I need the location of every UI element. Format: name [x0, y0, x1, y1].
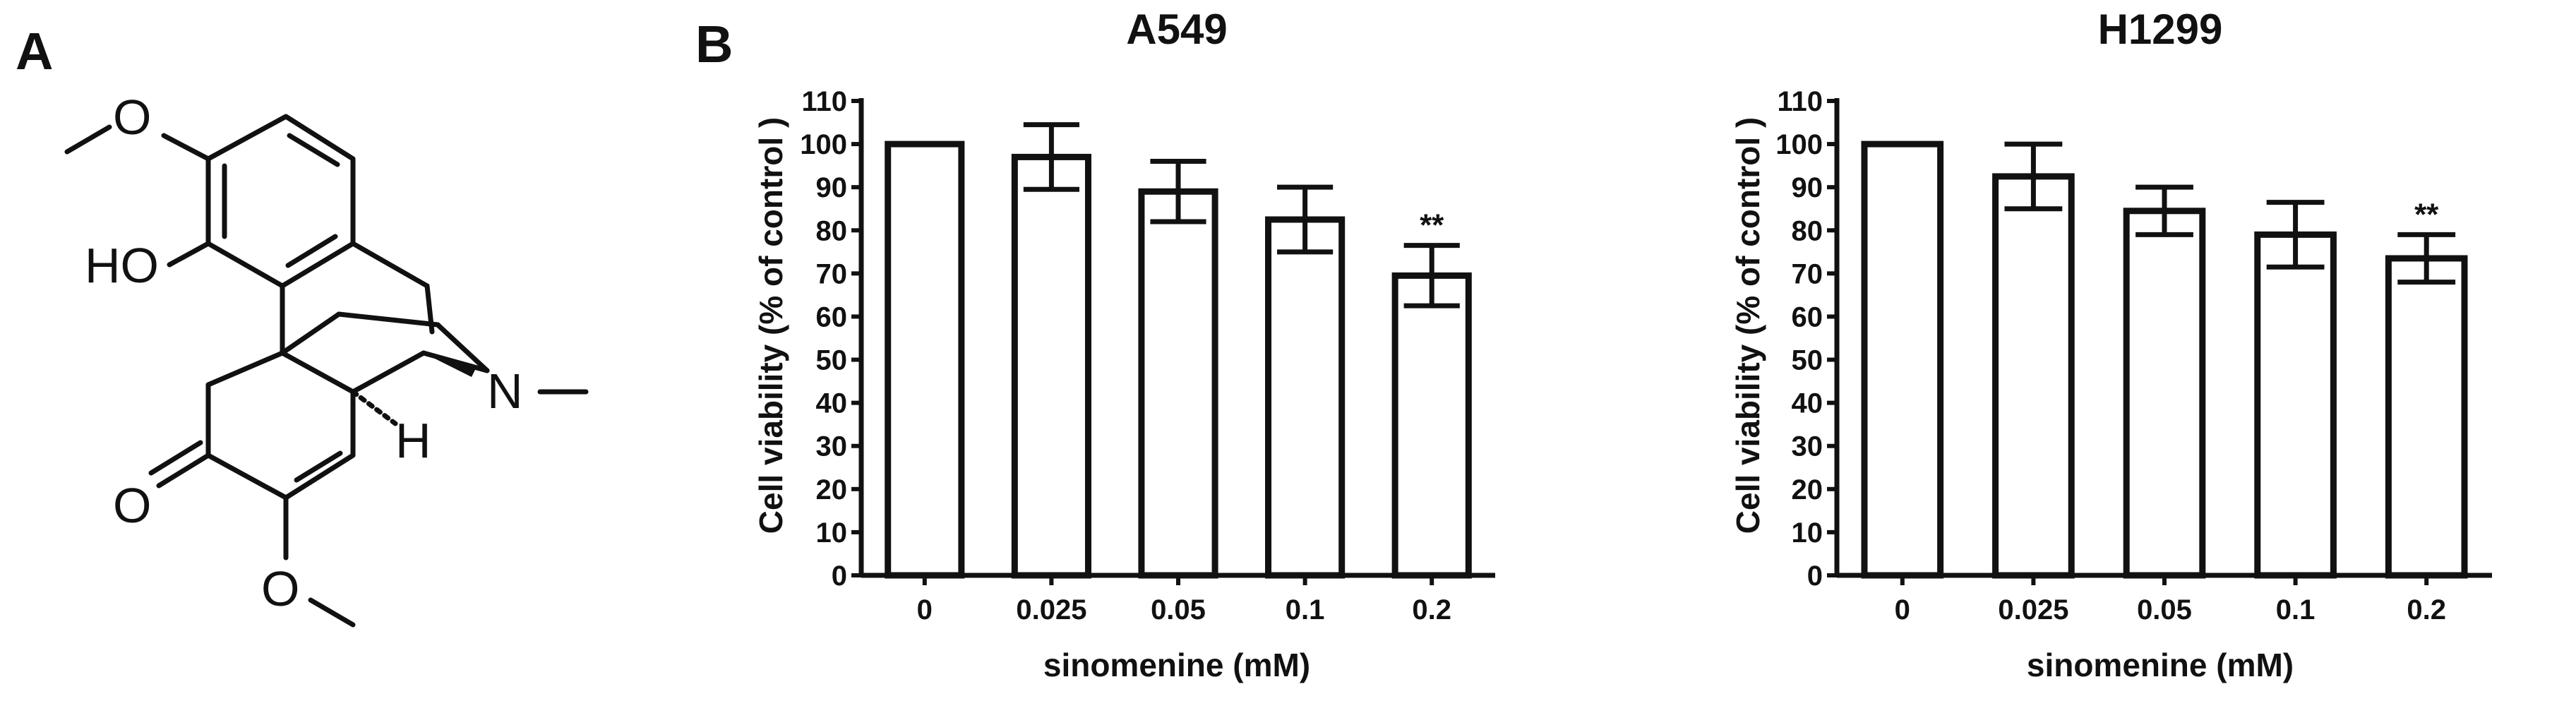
aromatic-double-bond-1 — [287, 133, 340, 167]
x-tick-label: 0.025 — [1998, 594, 2068, 625]
ethano-bridge-2 — [336, 311, 441, 328]
benzylic-ch2-bond-1 — [350, 241, 430, 289]
x-tick-label: 0.025 — [1016, 594, 1086, 625]
y-tick-label: 110 — [801, 86, 847, 117]
y-tick-label: 30 — [1792, 431, 1823, 462]
methoxy-top-bond-1 — [161, 133, 211, 162]
y-tick-label: 40 — [1792, 388, 1823, 419]
atom-h: H — [395, 413, 431, 468]
ethano-bridge-3 — [435, 322, 490, 373]
significance-annotation: ** — [1420, 208, 1444, 243]
plot-area: 0 10 20 30 40 50 60 70 80 90 100 110 0 0.025 0.05 0.1 0.… — [1775, 86, 2492, 625]
y-tick-label: 70 — [1792, 258, 1823, 289]
y-tick-label: 50 — [816, 345, 848, 376]
methoxy-bottom-bond-2 — [308, 597, 356, 628]
panel-letter-a: A — [16, 22, 53, 80]
chart-title: A549 — [1126, 6, 1227, 53]
y-tick-label: 110 — [1777, 86, 1823, 117]
x-tick-label: 0 — [1895, 594, 1910, 625]
ring-junction-bond — [350, 350, 426, 395]
y-tick-label: 80 — [816, 215, 848, 246]
chart-h1299: H1299 Cell viability (% of control ) sin… — [1730, 6, 2492, 683]
y-tick-label: 20 — [1792, 474, 1823, 505]
bar — [1861, 140, 1944, 579]
y-tick-label: 0 — [1807, 561, 1823, 592]
y-axis-label: Cell viability (% of control ) — [753, 117, 789, 534]
y-tick-label: 80 — [1792, 215, 1823, 246]
atom-o-ketone: O — [113, 478, 151, 533]
y-tick-label: 40 — [816, 388, 848, 419]
y-axis-label: Cell viability (% of control ) — [1730, 117, 1766, 534]
bar — [2254, 231, 2337, 579]
y-tick-label: 50 — [1792, 345, 1823, 376]
stereo-wedge-n — [424, 353, 477, 377]
bar — [2123, 208, 2206, 579]
bar — [1011, 153, 1091, 579]
ketone-double-bond-2 — [148, 440, 203, 476]
x-tick-label: 0 — [917, 594, 933, 625]
bar — [885, 140, 965, 579]
y-tick-label: 10 — [1792, 517, 1823, 549]
atom-o-methoxy-top: O — [113, 90, 151, 145]
x-tick-label: 0.05 — [2137, 594, 2192, 625]
x-axis-label: sinomenine (mM) — [2027, 647, 2294, 683]
atom-n: N — [487, 364, 523, 419]
y-tick-label: 60 — [1792, 301, 1823, 332]
stereo-hash-h — [350, 389, 398, 426]
atom-ho: HO — [85, 238, 159, 293]
x-tick-label: 0.1 — [2276, 594, 2316, 625]
y-tick-label: 10 — [816, 517, 848, 549]
y-tick-label: 100 — [1775, 129, 1823, 160]
x-tick-label: 0.1 — [1286, 594, 1325, 625]
aromatic-double-bond-2 — [285, 234, 338, 268]
chart-a549: A549 Cell viability (% of control ) sino… — [753, 6, 1495, 683]
hydroxyl-bond — [167, 241, 211, 268]
aromatic-ring-bonds — [205, 114, 356, 289]
ethano-bridge-1 — [280, 311, 342, 356]
y-tick-label: 0 — [832, 561, 847, 592]
x-tick-label: 0.2 — [1412, 594, 1451, 625]
bar — [1265, 216, 1346, 579]
atom-o-methoxy-bottom: O — [261, 561, 299, 616]
significance-annotation: ** — [2414, 197, 2439, 232]
sinomenine-structure: O HO N H O O — [64, 90, 589, 628]
x-tick-label: 0.2 — [2407, 594, 2446, 625]
y-tick-label: 90 — [816, 172, 848, 203]
y-tick-label: 70 — [816, 258, 848, 289]
x-tick-label: 0.05 — [1151, 594, 1206, 625]
methoxy-top-bond-2 — [64, 124, 112, 155]
y-tick-label: 100 — [800, 129, 847, 160]
y-tick-label: 90 — [1792, 172, 1823, 203]
ketone-double-bond-1 — [156, 453, 211, 489]
enone-double-bond — [294, 450, 343, 483]
chart-title: H1299 — [2098, 6, 2223, 53]
panel-letter-b: B — [695, 15, 733, 73]
x-axis-label: sinomenine (mM) — [1043, 647, 1310, 683]
bar — [1992, 173, 2075, 579]
bar — [2385, 255, 2468, 579]
plot-area: 0 10 20 30 40 50 60 70 80 90 100 110 0 0.025 0.05 0.1 0.… — [800, 86, 1495, 625]
y-tick-label: 20 — [816, 474, 848, 505]
enone-ring-bonds — [205, 350, 356, 501]
y-tick-label: 30 — [816, 431, 848, 462]
y-tick-label: 60 — [816, 301, 848, 332]
bar — [1138, 188, 1218, 579]
bar — [1391, 272, 1472, 579]
